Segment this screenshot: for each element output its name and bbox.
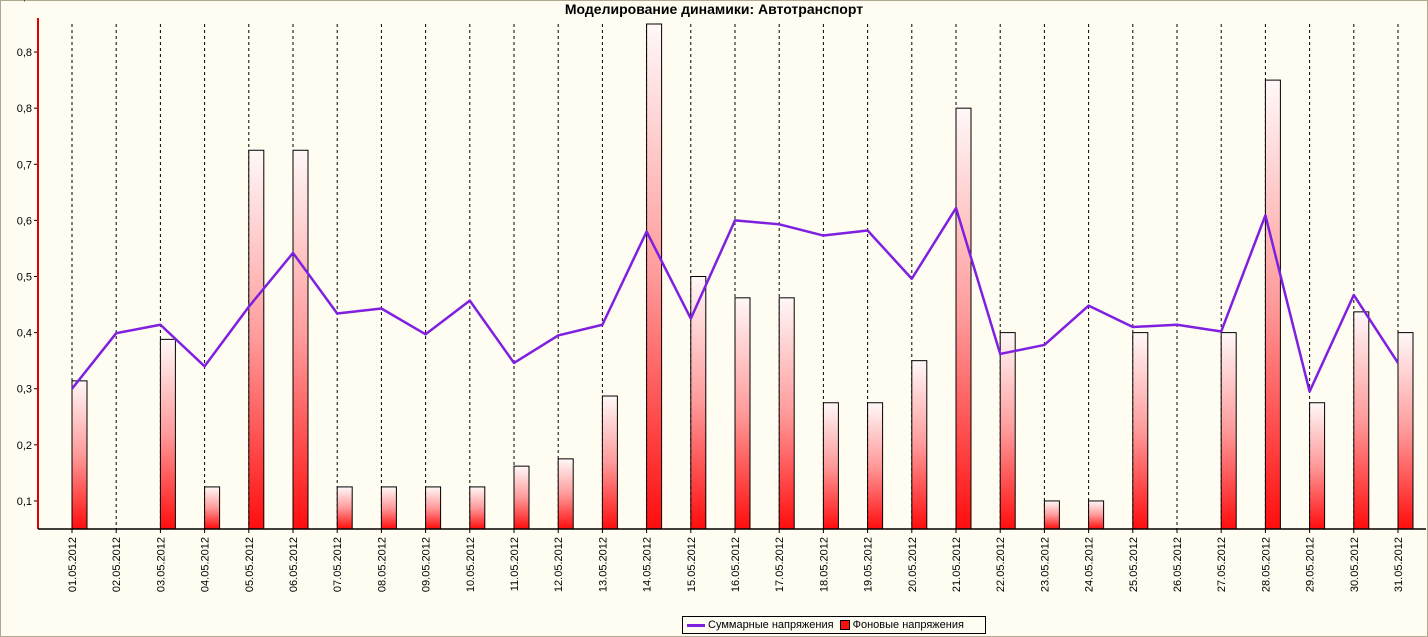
x-tick-label: 02.05.2012	[111, 537, 123, 592]
x-tick-label: 09.05.2012	[421, 537, 433, 592]
x-tick-label: 30.05.2012	[1349, 537, 1361, 592]
bar	[955, 107, 972, 530]
y-tick-label: 0,8	[17, 103, 32, 115]
bar	[1043, 500, 1060, 530]
bar	[248, 149, 265, 530]
x-tick-label: 13.05.2012	[597, 537, 609, 592]
x-tick-label: 07.05.2012	[332, 537, 344, 592]
x-tick-label: 05.05.2012	[244, 537, 256, 592]
x-tick-label: 10.05.2012	[465, 537, 477, 592]
x-tick-label: 29.05.2012	[1305, 537, 1317, 592]
bar	[822, 402, 839, 530]
y-tick-label: 0,3	[17, 384, 32, 396]
bar	[778, 297, 795, 530]
legend-bar-swatch	[839, 620, 850, 630]
x-tick-label: 24.05.2012	[1084, 537, 1096, 592]
x-tick-label: 15.05.2012	[686, 537, 698, 592]
y-tick-label: 0,8	[17, 47, 32, 59]
x-tick-label: 04.05.2012	[200, 537, 212, 592]
y-tick-label: 0,7	[17, 159, 32, 171]
line-series-sum	[71, 206, 1400, 393]
bar	[1264, 79, 1281, 530]
x-tick-label: 06.05.2012	[288, 537, 300, 592]
bar	[1220, 332, 1237, 530]
x-tick-label: 26.05.2012	[1172, 537, 1184, 592]
bar	[469, 486, 486, 530]
x-tick-label: 23.05.2012	[1039, 537, 1051, 592]
x-tick-label: 27.05.2012	[1216, 537, 1228, 592]
x-tick-label: 25.05.2012	[1128, 537, 1140, 592]
x-tick-label: 01.05.2012	[67, 537, 79, 592]
x-tick-label: 19.05.2012	[863, 537, 875, 592]
bar	[1132, 332, 1149, 530]
x-tick-label: 16.05.2012	[730, 537, 742, 592]
legend-line-swatch	[687, 623, 705, 627]
bar	[734, 297, 751, 530]
chart-title: Моделирование динамики: Автотранспорт	[0, 1, 1428, 17]
bar	[601, 395, 618, 530]
bar	[999, 332, 1016, 530]
x-tick-label: 03.05.2012	[155, 537, 167, 592]
legend-label-sum: Суммарные напряжения	[708, 619, 834, 631]
bar	[204, 486, 221, 530]
bar	[1309, 402, 1326, 530]
x-tick-label: 21.05.2012	[951, 537, 963, 592]
bar	[911, 360, 928, 530]
y-tick-label: 0,6	[17, 215, 32, 227]
bar	[1353, 311, 1370, 530]
bar	[292, 149, 309, 530]
y-tick-label: 0,9	[17, 0, 32, 3]
y-tick-label: 0,2	[17, 440, 32, 452]
legend-label-background: Фоновые напряжения	[852, 619, 964, 631]
x-tick-label: 20.05.2012	[907, 537, 919, 592]
bar	[159, 338, 176, 530]
x-tick-label: 22.05.2012	[995, 537, 1007, 592]
x-tick-label: 31.05.2012	[1393, 537, 1405, 592]
bar	[867, 402, 884, 530]
bar	[513, 465, 530, 530]
bar	[380, 486, 397, 530]
bar	[336, 486, 353, 530]
x-tick-label: 12.05.2012	[553, 537, 565, 592]
bar	[71, 380, 88, 530]
bar	[557, 458, 574, 530]
bar	[425, 486, 442, 530]
bar	[1088, 500, 1105, 530]
x-tick-label: 18.05.2012	[818, 537, 830, 592]
x-tick-label: 11.05.2012	[509, 537, 521, 591]
y-tick-label: 0,5	[17, 272, 32, 284]
legend: Суммарные напряжения Фоновые напряжения	[682, 616, 986, 634]
x-tick-label: 17.05.2012	[774, 537, 786, 592]
x-tick-label: 28.05.2012	[1260, 537, 1272, 592]
bar	[646, 23, 663, 530]
y-tick-label: 0,1	[17, 496, 32, 508]
y-tick-label: 0,4	[17, 328, 32, 340]
x-tick-label: 08.05.2012	[376, 537, 388, 592]
x-tick-label: 14.05.2012	[642, 537, 654, 592]
bar	[1397, 332, 1414, 530]
